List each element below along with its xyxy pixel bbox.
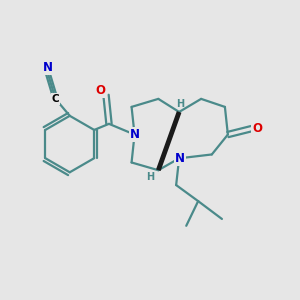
Text: H: H <box>146 172 154 182</box>
Text: N: N <box>175 152 185 165</box>
Text: O: O <box>96 84 106 97</box>
Text: N: N <box>130 128 140 141</box>
Text: O: O <box>252 122 262 135</box>
Text: C: C <box>52 94 59 104</box>
Text: H: H <box>176 99 184 109</box>
Text: N: N <box>43 61 52 74</box>
